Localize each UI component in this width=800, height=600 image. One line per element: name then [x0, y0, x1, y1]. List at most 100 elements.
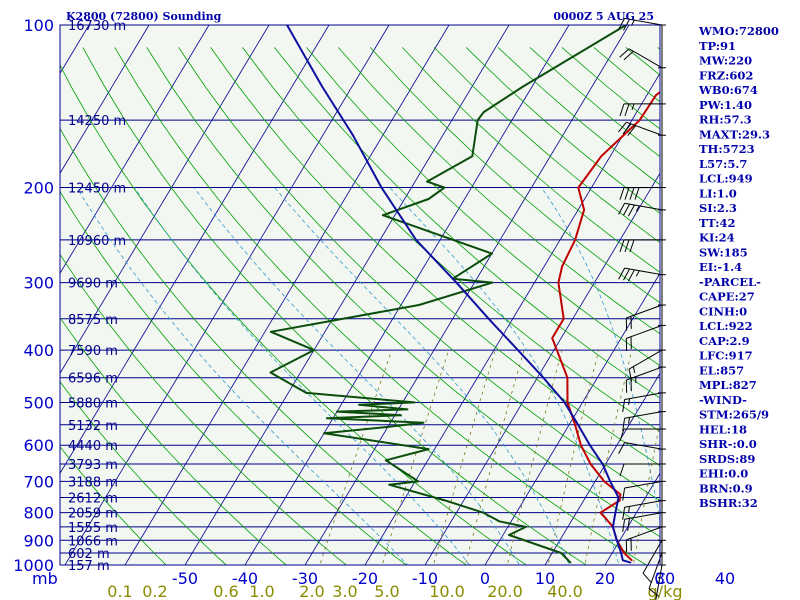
temperature-point [566, 401, 569, 404]
wind-barb-flag [622, 418, 626, 431]
isotherm-line [60, 25, 210, 275]
wind-barb-flag [623, 203, 630, 216]
dewpoint-point [336, 410, 338, 413]
height-label: 1066 m [68, 534, 118, 549]
dewpoint-point [427, 448, 430, 450]
dewpoint-point [482, 111, 485, 113]
parcel-point [589, 444, 591, 447]
mixing-ratio-label: g/kg [648, 582, 683, 600]
wind-barb [625, 324, 663, 352]
dewpoint-point [269, 371, 272, 374]
temperature-point [678, 76, 680, 78]
parcel-point [614, 511, 617, 514]
wind-barb-half-flag [635, 205, 640, 212]
index-item: MAXT:29.3 [699, 127, 770, 141]
mixing-ratio-line [319, 349, 393, 565]
index-item: LFC:917 [699, 349, 753, 363]
wind-barb-flag [619, 428, 625, 442]
wind-barb-shaft [624, 17, 663, 26]
index-item: TH:5723 [699, 142, 755, 156]
temperature-point [561, 265, 563, 268]
mixing-ratio-label: 2.0 [299, 582, 324, 600]
y-axis-unit: mb [32, 569, 58, 588]
dry-adiabat-line [60, 446, 167, 565]
parcel-point [455, 281, 458, 284]
wind-barb-flag [627, 518, 630, 531]
index-item: LCL:949 [699, 172, 753, 186]
dry-adiabat-line [114, 47, 647, 565]
wind-barb [622, 411, 663, 431]
wind-barb-shaft [624, 392, 663, 400]
wind-barb-flag [622, 399, 626, 413]
height-label: 602 m [68, 547, 110, 562]
pressure-tick-label: 200 [23, 179, 54, 198]
parcel-point [617, 496, 620, 499]
temperature-tick-label: -20 [352, 569, 378, 588]
parcel-point [415, 239, 417, 241]
index-item: KI:24 [699, 231, 735, 245]
temperature-point [618, 499, 621, 502]
height-label: 5880 m [68, 396, 118, 411]
index-item: CAP:2.9 [699, 334, 750, 348]
dry-adiabat-line [337, 47, 660, 335]
height-label: 157 m [68, 559, 110, 574]
wind-barb [618, 442, 663, 454]
height-label: 8575 m [68, 313, 118, 328]
wind-barb-shaft [626, 526, 663, 541]
dewpoint-point [388, 483, 391, 486]
temperature-point [623, 552, 626, 554]
dewpoint-point [498, 520, 501, 523]
height-label: 12450 m [68, 182, 126, 197]
dewpoint-point [418, 304, 420, 306]
index-item: -PARCEL- [699, 275, 761, 289]
height-label: 6596 m [68, 372, 118, 387]
dewpoint-point [491, 252, 493, 255]
height-label: 14250 m [68, 114, 126, 129]
wind-barb-shaft [626, 324, 663, 339]
dewpoint-point [491, 281, 494, 284]
moist-adiabat-line [274, 187, 570, 565]
index-item: EL:857 [699, 363, 744, 377]
wind-barb-flag [623, 50, 634, 61]
dewpoint-point [386, 426, 389, 428]
wind-barb [625, 526, 663, 553]
wind-barb-flag [627, 125, 637, 136]
pressure-tick-label: 400 [23, 341, 54, 360]
pressure-tick-label: 800 [23, 504, 54, 523]
dewpoint-point [560, 552, 563, 554]
wind-barb-shaft [624, 411, 663, 419]
mixing-ratio-line [381, 349, 450, 565]
wind-barb-shaft [624, 202, 663, 211]
dewpoint-point [525, 526, 527, 528]
index-item: TT:42 [699, 216, 736, 230]
index-item: WB0:674 [698, 83, 758, 97]
mixing-ratio-label: 10.0 [429, 582, 465, 600]
temperature-point [577, 186, 580, 189]
parcel-point [612, 526, 614, 528]
index-item: BSHR:32 [699, 496, 758, 510]
dry-adiabat-line [306, 47, 660, 367]
wind-barb-shaft [624, 480, 663, 489]
index-item: LCL:922 [699, 319, 753, 333]
index-item: MPL:827 [699, 378, 757, 392]
wind-barb [622, 392, 663, 413]
temperature-point [566, 376, 569, 379]
wind-barb-shaft [626, 304, 663, 319]
temperature-tick-label: 40 [715, 569, 735, 588]
wind-barb [622, 480, 663, 501]
wind-barb-shaft [628, 48, 663, 69]
wind-barb-flag [622, 519, 626, 532]
index-item: MW:220 [699, 54, 752, 68]
temperature-point [654, 94, 657, 97]
isotherm-line [60, 25, 270, 375]
height-label: 3793 m [68, 458, 118, 473]
temperature-tick-label: -50 [172, 569, 198, 588]
temperature-point [589, 463, 592, 465]
wind-barb [622, 512, 663, 532]
wind-barb-flag [618, 121, 627, 133]
index-item: HEL:18 [699, 422, 747, 436]
wind-barb [622, 500, 663, 520]
parcel-point [321, 85, 323, 88]
dewpoint-point [422, 421, 425, 424]
wind-barb-half-flag [628, 417, 630, 424]
